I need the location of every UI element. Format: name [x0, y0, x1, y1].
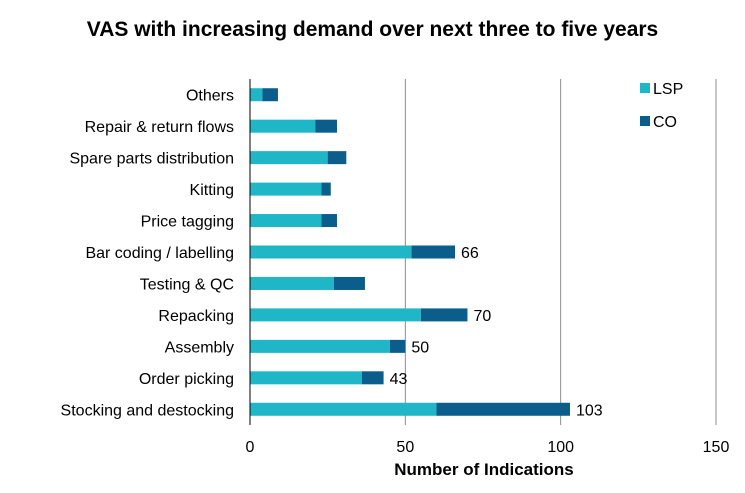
data-label: 66 [461, 245, 479, 262]
category-label: Assembly [165, 339, 234, 356]
legend: LSP CO [640, 81, 683, 131]
category-label: Order picking [139, 371, 234, 388]
category-label: Spare parts distribution [69, 151, 234, 168]
data-label: 103 [576, 402, 603, 419]
bar-lsp [250, 151, 328, 165]
bar-co [333, 276, 365, 290]
bar-lsp [250, 402, 437, 416]
x-tick-label: 50 [396, 439, 414, 456]
bar-co [411, 245, 456, 259]
bar-co [321, 214, 337, 228]
legend-label-lsp: LSP [653, 81, 683, 98]
bar-lsp [250, 119, 316, 133]
bar-lsp [250, 371, 362, 385]
chart-title: VAS with increasing demand over next thr… [86, 18, 659, 41]
category-label: Others [186, 88, 234, 105]
bar-lsp [250, 308, 421, 322]
data-label: 50 [411, 339, 429, 356]
legend-swatch-co [640, 116, 650, 126]
bar-lsp [250, 88, 263, 102]
x-tick-label: 150 [703, 439, 730, 456]
x-tick-label: 100 [547, 439, 574, 456]
bar-co [436, 402, 570, 416]
category-label: Repacking [158, 308, 234, 325]
bar-lsp [250, 339, 390, 353]
bar-lsp [250, 245, 412, 259]
data-label: 70 [473, 308, 491, 325]
x-tick-labels: 0 50 100 150 [246, 439, 730, 456]
bar-lsp [250, 214, 322, 228]
legend-label-co: CO [653, 114, 677, 131]
category-label: Bar coding / labelling [85, 245, 234, 262]
category-labels: Others Repair & return flows Spare parts d… [61, 88, 234, 420]
bar-co [327, 151, 347, 165]
category-label: Testing & QC [140, 276, 234, 293]
bar-co [389, 339, 406, 353]
legend-swatch-lsp [640, 83, 650, 93]
x-tick-label: 0 [246, 439, 255, 456]
bar-co [321, 182, 331, 196]
data-label: 43 [390, 371, 408, 388]
bar-co [420, 308, 468, 322]
bar-co [262, 88, 278, 102]
category-label: Price tagging [141, 214, 234, 231]
bar-lsp [250, 276, 334, 290]
category-label: Kitting [190, 182, 234, 199]
category-label: Stocking and destocking [61, 402, 234, 419]
bar-co [315, 119, 337, 133]
bar-lsp [250, 182, 322, 196]
bar-co [361, 371, 384, 385]
category-label: Repair & return flows [85, 119, 234, 136]
bars [250, 88, 570, 416]
x-axis-title: Number of Indications [394, 460, 573, 479]
